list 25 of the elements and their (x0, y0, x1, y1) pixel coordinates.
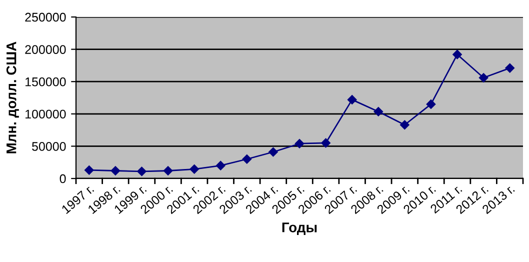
y-tick-label: 200000 (25, 45, 66, 54)
point (347, 95, 357, 104)
point (452, 50, 462, 60)
point (216, 160, 226, 170)
point (400, 120, 410, 130)
y-axis-title: Млн. долл. США (6, 42, 19, 154)
point (84, 165, 94, 175)
point (163, 166, 173, 176)
point (374, 107, 384, 116)
y-tick-label: 150000 (26, 77, 66, 86)
point (110, 166, 120, 176)
x-axis-title: Годы (282, 222, 317, 235)
point (505, 63, 514, 73)
y-tick-label: 100000 (26, 110, 66, 119)
point (242, 154, 252, 164)
y-tick-label: 0 (60, 174, 66, 184)
point (478, 73, 488, 82)
point (137, 166, 146, 176)
y-tick-label: 250000 (25, 12, 66, 22)
point (268, 147, 278, 157)
point (294, 138, 304, 148)
point (321, 138, 330, 148)
point (190, 164, 199, 174)
y-tick-label: 50000 (32, 142, 66, 151)
point (426, 100, 436, 109)
